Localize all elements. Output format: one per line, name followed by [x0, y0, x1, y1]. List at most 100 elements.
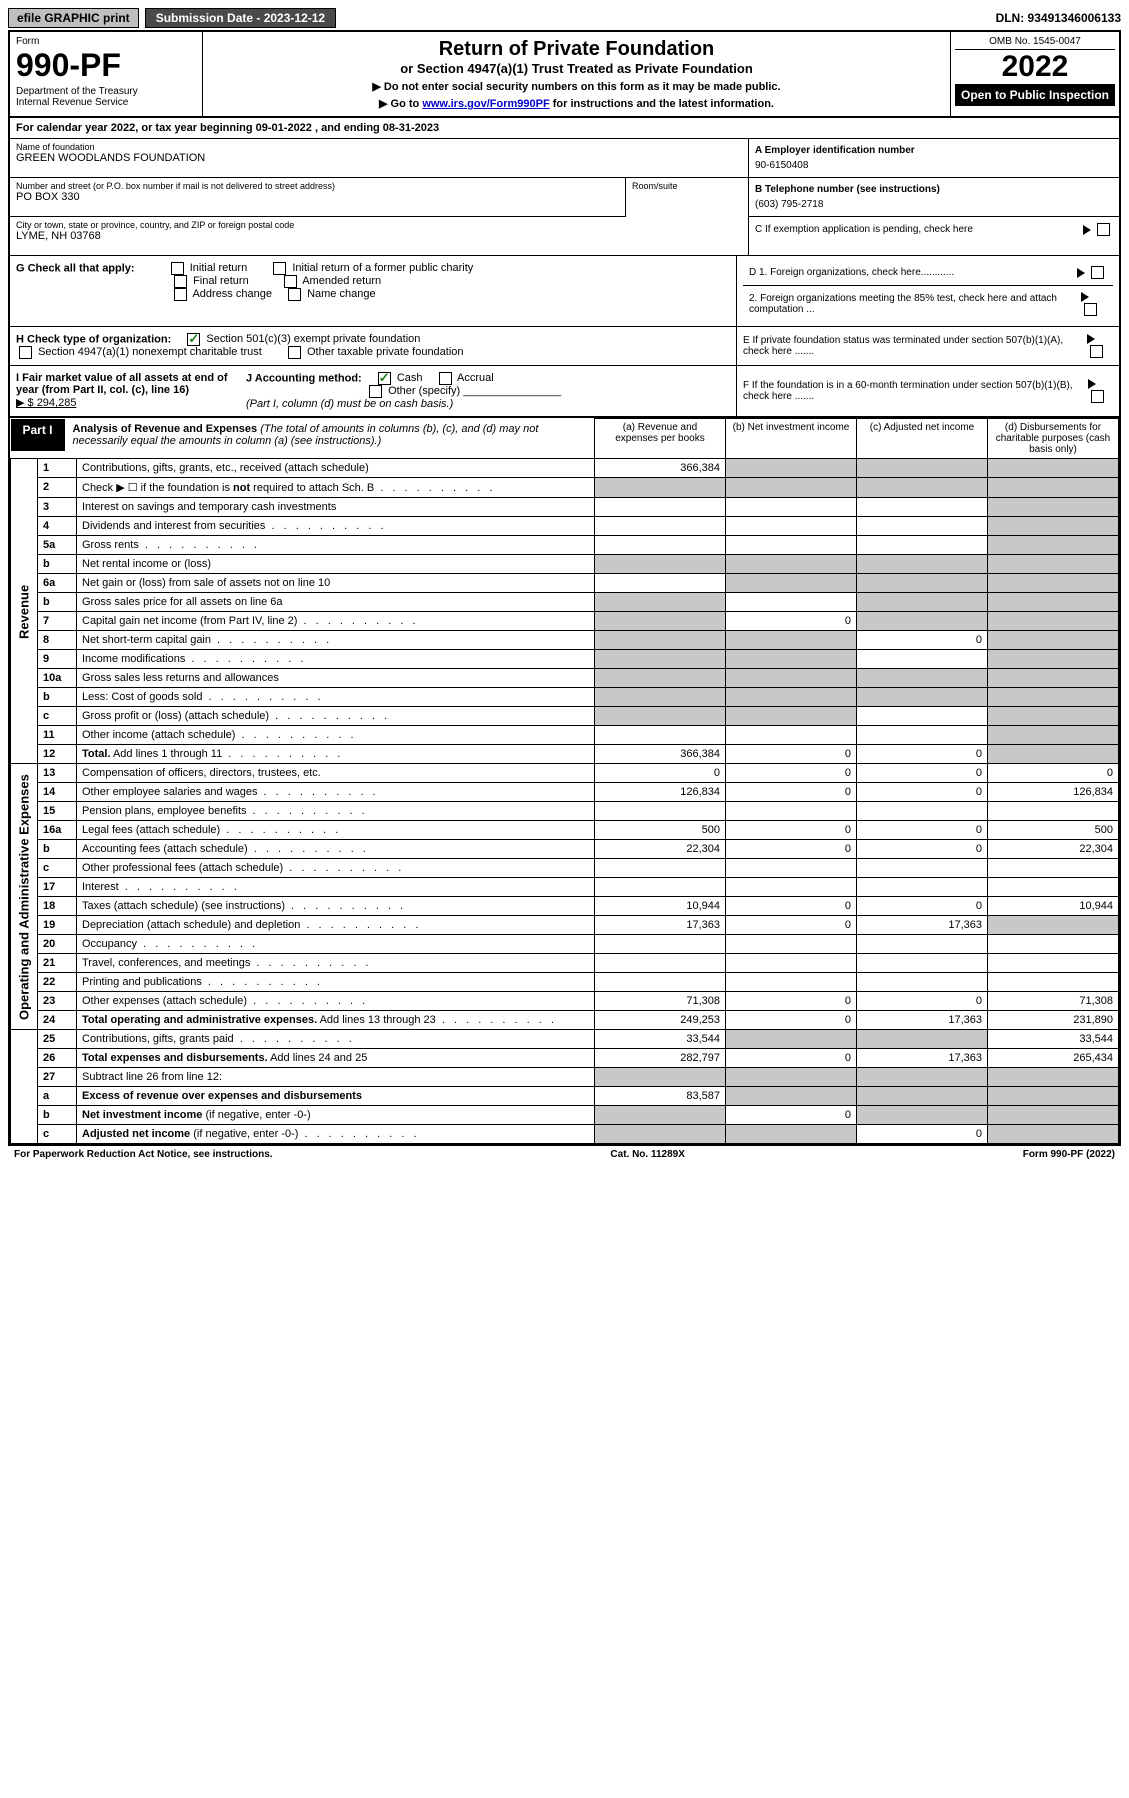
checkbox-d2[interactable]	[1084, 303, 1097, 316]
amount-cell	[726, 650, 857, 669]
line-number: 25	[38, 1030, 77, 1049]
line-desc: Net short-term capital gain	[77, 631, 595, 650]
checkbox-c[interactable]	[1097, 223, 1110, 236]
amount-cell	[988, 593, 1119, 612]
checkbox-501c3[interactable]	[187, 333, 200, 346]
line-number: 1	[38, 459, 77, 478]
line-number: 7	[38, 612, 77, 631]
efile-button[interactable]: efile GRAPHIC print	[8, 8, 139, 28]
header-center: Return of Private Foundation or Section …	[203, 32, 950, 116]
line-number: 6a	[38, 574, 77, 593]
amount-cell	[595, 878, 726, 897]
checkbox-cash[interactable]	[378, 372, 391, 385]
checkbox-initial-public[interactable]	[273, 262, 286, 275]
amount-cell	[857, 574, 988, 593]
line-desc: Gross sales less returns and allowances	[77, 669, 595, 688]
amount-cell	[595, 688, 726, 707]
amount-cell: 0	[595, 764, 726, 783]
info-right: A Employer identification number 90-6150…	[748, 139, 1119, 255]
amount-cell: 249,253	[595, 1011, 726, 1030]
line-desc: Gross rents	[77, 536, 595, 555]
g-label: G Check all that apply:	[16, 262, 135, 274]
submission-date: Submission Date - 2023-12-12	[145, 8, 336, 28]
line-desc: Interest on savings and temporary cash i…	[77, 498, 595, 517]
h-checks: H Check type of organization: Section 50…	[10, 327, 736, 365]
line-number: 15	[38, 802, 77, 821]
amount-cell	[726, 802, 857, 821]
j-label: J Accounting method:	[246, 372, 362, 384]
title-main: Return of Private Foundation	[209, 38, 944, 61]
checkbox-d1[interactable]	[1091, 266, 1104, 279]
amount-cell: 0	[857, 1125, 988, 1144]
instructions-link[interactable]: www.irs.gov/Form990PF	[422, 98, 549, 110]
table-row: Operating and Administrative Expenses13C…	[11, 764, 1119, 783]
arrow-icon	[1083, 225, 1091, 235]
table-row: bLess: Cost of goods sold	[11, 688, 1119, 707]
amount-cell: 33,544	[595, 1030, 726, 1049]
amount-cell	[857, 935, 988, 954]
instr-1: ▶ Do not enter social security numbers o…	[209, 80, 944, 93]
line-desc: Depreciation (attach schedule) and deple…	[77, 916, 595, 935]
table-row: 15Pension plans, employee benefits	[11, 802, 1119, 821]
amount-cell	[595, 707, 726, 726]
amount-cell	[988, 1106, 1119, 1125]
line-desc: Total operating and administrative expen…	[77, 1011, 595, 1030]
amount-cell	[988, 1087, 1119, 1106]
amount-cell: 0	[857, 745, 988, 764]
amount-cell: 10,944	[988, 897, 1119, 916]
line-number: 8	[38, 631, 77, 650]
amount-cell	[595, 954, 726, 973]
table-row: 14Other employee salaries and wages126,8…	[11, 783, 1119, 802]
checkbox-f[interactable]	[1091, 390, 1104, 403]
line-desc: Travel, conferences, and meetings	[77, 954, 595, 973]
checkbox-accrual[interactable]	[439, 372, 452, 385]
amount-cell	[726, 498, 857, 517]
amount-cell: 0	[726, 1049, 857, 1068]
table-row: 22Printing and publications	[11, 973, 1119, 992]
checkbox-e[interactable]	[1090, 345, 1103, 358]
d2-label: 2. Foreign organizations meeting the 85%…	[749, 293, 1077, 315]
line-number: b	[38, 688, 77, 707]
amount-cell: 0	[726, 897, 857, 916]
line-desc: Less: Cost of goods sold	[77, 688, 595, 707]
amount-cell: 0	[726, 764, 857, 783]
amount-cell	[595, 593, 726, 612]
checkbox-name[interactable]	[288, 288, 301, 301]
amount-cell	[988, 916, 1119, 935]
line-number: b	[38, 593, 77, 612]
amount-cell	[726, 631, 857, 650]
checkbox-address[interactable]	[174, 288, 187, 301]
line-number: 19	[38, 916, 77, 935]
table-row: 4Dividends and interest from securities	[11, 517, 1119, 536]
line-number: b	[38, 555, 77, 574]
checkbox-4947[interactable]	[19, 346, 32, 359]
table-row: 3Interest on savings and temporary cash …	[11, 498, 1119, 517]
amount-cell	[857, 1106, 988, 1125]
part1-header: Part I Analysis of Revenue and Expenses …	[11, 419, 595, 451]
amount-cell	[988, 669, 1119, 688]
i-block: I Fair market value of all assets at end…	[16, 372, 246, 410]
table-row: 27Subtract line 26 from line 12:	[11, 1068, 1119, 1087]
amount-cell	[726, 878, 857, 897]
amount-cell: 22,304	[988, 840, 1119, 859]
amount-cell	[595, 612, 726, 631]
checkbox-amended[interactable]	[284, 275, 297, 288]
amount-cell: 0	[857, 821, 988, 840]
check-section-h: H Check type of organization: Section 50…	[10, 327, 1119, 366]
checkbox-other-taxable[interactable]	[288, 346, 301, 359]
checkbox-other-method[interactable]	[369, 385, 382, 398]
arrow-icon	[1088, 379, 1096, 389]
tax-year: 2022	[955, 50, 1115, 84]
checkbox-final[interactable]	[174, 275, 187, 288]
amount-cell: 0	[726, 783, 857, 802]
line-number: 20	[38, 935, 77, 954]
line-desc: Check ▶ ☐ if the foundation is not requi…	[77, 478, 595, 498]
line-number: 2	[38, 478, 77, 498]
col-b-header: (b) Net investment income	[726, 419, 857, 459]
checkbox-initial[interactable]	[171, 262, 184, 275]
line-number: 12	[38, 745, 77, 764]
address: PO BOX 330	[16, 191, 619, 203]
amount-cell	[857, 612, 988, 631]
line-number: 27	[38, 1068, 77, 1087]
line-desc: Adjusted net income (if negative, enter …	[77, 1125, 595, 1144]
